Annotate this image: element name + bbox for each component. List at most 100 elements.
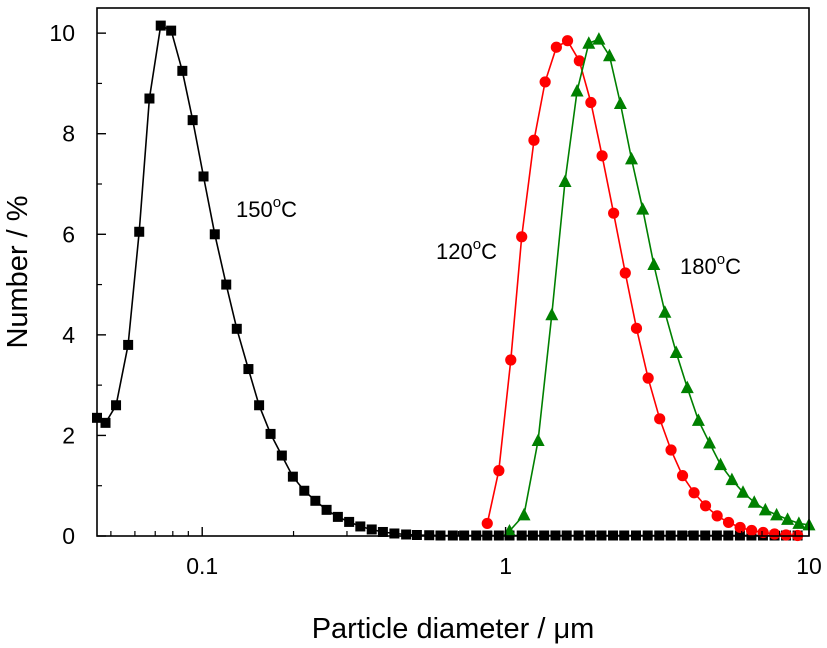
- data-point-180: [558, 174, 572, 187]
- data-point-180: [781, 512, 795, 525]
- data-point-150: [231, 323, 242, 334]
- data-point-120: [516, 231, 528, 243]
- data-point-150: [411, 529, 422, 540]
- data-point-150: [134, 226, 145, 237]
- axis-layer: 0 2 4 6 8 10 0.1 1 10: [49, 20, 821, 579]
- data-point-150: [155, 20, 166, 31]
- data-point-120: [654, 413, 666, 425]
- data-point-120: [550, 41, 562, 53]
- data-point-120: [665, 444, 677, 456]
- data-point-150: [111, 400, 122, 411]
- data-point-120: [505, 354, 517, 366]
- data-point-150: [377, 526, 388, 537]
- data-point-150: [265, 428, 276, 439]
- data-point-180: [613, 96, 627, 110]
- data-point-150: [366, 524, 377, 535]
- data-point-150: [321, 504, 332, 515]
- data-point-150: [243, 364, 254, 375]
- data-point-120: [630, 322, 643, 334]
- data-point-150: [166, 25, 177, 36]
- y-tick-label: 4: [62, 322, 75, 348]
- data-point-180: [669, 345, 683, 358]
- y-axis-title: Number / %: [2, 195, 34, 348]
- data-point-180: [736, 485, 750, 498]
- data-point-120: [539, 76, 551, 88]
- x-tick-label: 1: [499, 553, 512, 579]
- data-point-180: [770, 507, 784, 521]
- data-point-120: [688, 487, 700, 499]
- data-point-120: [676, 470, 689, 482]
- series-line-150: [96, 24, 798, 537]
- data-point-120: [596, 150, 608, 162]
- annotation-150c: 150oC: [236, 194, 297, 222]
- data-point-120: [768, 528, 781, 540]
- data-point-120: [481, 517, 493, 530]
- data-point-180: [703, 435, 717, 449]
- data-point-180: [758, 502, 772, 516]
- data-point-180: [636, 202, 650, 215]
- y-tick-label: 8: [62, 121, 75, 147]
- series-line-120: [486, 39, 798, 537]
- data-point-120: [642, 372, 654, 384]
- data-point-150: [187, 115, 198, 126]
- data-point-180: [725, 472, 739, 486]
- data-point-150: [344, 516, 355, 527]
- series-180: [503, 32, 816, 537]
- data-point-120: [734, 521, 746, 534]
- x-tick-label: 0.1: [186, 553, 218, 579]
- data-point-180: [714, 457, 728, 471]
- plot-frame: [96, 7, 810, 537]
- data-point-150: [100, 417, 111, 428]
- data-point-120: [608, 207, 620, 219]
- data-point-150: [401, 529, 412, 540]
- data-point-150: [144, 93, 155, 104]
- series-line-180: [508, 38, 810, 532]
- data-point-150: [310, 495, 321, 506]
- data-point-120: [722, 516, 735, 529]
- y-tick-label: 6: [62, 221, 75, 247]
- data-point-180: [582, 36, 596, 49]
- data-point-150: [254, 400, 265, 411]
- data-point-180: [517, 507, 531, 521]
- data-point-150: [221, 279, 232, 290]
- data-point-150: [177, 65, 188, 76]
- y-tick-label: 0: [62, 523, 75, 549]
- data-point-180: [658, 305, 672, 318]
- data-point-150: [299, 485, 310, 496]
- data-point-180: [531, 433, 545, 446]
- x-axis-title: Particle diameter / μm: [312, 613, 595, 645]
- data-point-120: [528, 134, 540, 146]
- data-point-120: [699, 500, 712, 512]
- data-point-180: [592, 32, 606, 45]
- data-point-150: [389, 528, 400, 539]
- series-layer: [92, 20, 816, 542]
- data-point-150: [198, 171, 209, 182]
- y-tick-label: 10: [49, 20, 75, 46]
- data-point-150: [355, 521, 366, 532]
- series-120: [481, 35, 804, 542]
- data-point-150: [332, 511, 343, 522]
- data-point-150: [123, 339, 134, 350]
- data-point-120: [585, 96, 597, 109]
- data-point-150: [276, 450, 287, 461]
- data-point-180: [545, 307, 559, 321]
- data-point-180: [792, 516, 806, 529]
- data-point-120: [561, 35, 574, 47]
- annotation-180c: 180oC: [680, 251, 741, 279]
- data-point-120: [493, 465, 505, 477]
- data-point-120: [780, 529, 792, 541]
- annotation-120c: 120oC: [436, 236, 497, 264]
- data-point-180: [680, 380, 694, 394]
- data-point-120: [619, 267, 631, 279]
- x-tick-label: 10: [796, 553, 822, 579]
- data-point-120: [746, 524, 758, 537]
- y-tick-label: 2: [62, 422, 75, 448]
- data-point-150: [287, 471, 298, 482]
- data-point-180: [691, 413, 705, 426]
- data-point-180: [602, 48, 616, 62]
- data-point-180: [625, 151, 639, 165]
- data-point-180: [647, 257, 661, 270]
- data-point-120: [573, 55, 585, 67]
- data-point-120: [711, 510, 723, 522]
